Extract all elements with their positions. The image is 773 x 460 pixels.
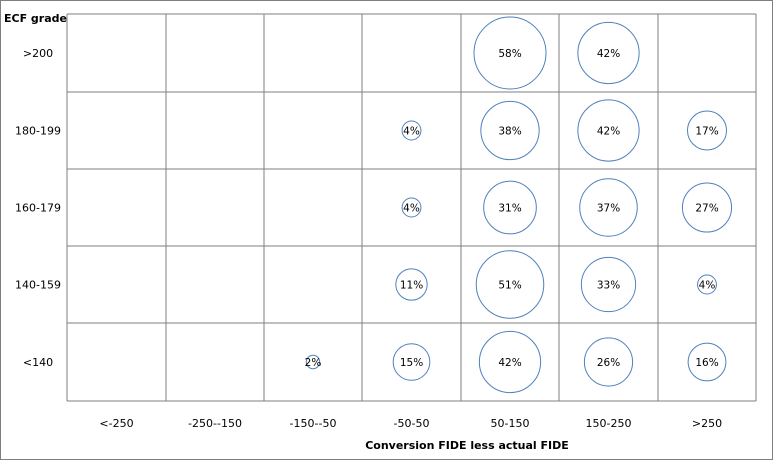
column-label: -150--50: [290, 417, 337, 430]
grid-lines: [66, 13, 757, 402]
bubble: [401, 197, 422, 218]
bubble: [395, 268, 428, 301]
bubble-value-label: 15%: [400, 357, 423, 369]
bubble: [583, 337, 634, 387]
row-label: 180-199: [15, 125, 61, 138]
row-label: 140-159: [15, 279, 61, 292]
row-label: <140: [23, 356, 53, 369]
row-label: >200: [23, 47, 53, 60]
bubble: [480, 100, 540, 161]
row-label: 160-179: [15, 202, 61, 215]
bubble-value-label: 51%: [498, 280, 521, 292]
bubble: [392, 343, 431, 381]
bubble: [681, 182, 733, 233]
bubble-value-label: 26%: [597, 357, 620, 369]
bubble: [483, 180, 537, 235]
column-label: 50-150: [491, 417, 530, 430]
bubble: [401, 120, 422, 141]
bubble-value-label: 17%: [695, 126, 718, 138]
bubble-value-label: 4%: [699, 280, 716, 292]
bubble: [478, 330, 542, 394]
bubble-value-label: 31%: [498, 203, 521, 215]
bubble-value-label: 37%: [597, 203, 620, 215]
column-labels: <-250 -250--150 -150--50 -50-50 50-150 150-25…: [99, 417, 722, 430]
bubble: [687, 342, 727, 382]
bubble: [475, 250, 545, 319]
bubble-value-label: 38%: [498, 126, 521, 138]
bubble: [579, 178, 638, 237]
bubble-value-label: 11%: [400, 280, 423, 292]
bubble-value-label: 4%: [403, 203, 420, 215]
bubble-value-label: 42%: [498, 357, 521, 369]
bubble: [577, 99, 640, 162]
column-label: -250--150: [188, 417, 242, 430]
bubbles: 58% 42% 4% 38% 42% 17% 4% 31% 37% 27% 11% 51% 33% 4% 2…: [305, 16, 733, 394]
bubble-value-label: 42%: [597, 48, 620, 60]
bubble: [305, 354, 321, 370]
bubble: [697, 274, 717, 295]
column-label: <-250: [99, 417, 133, 430]
column-label: -50-50: [394, 417, 430, 430]
bubble-value-label: 27%: [695, 203, 718, 215]
column-label: 150-250: [586, 417, 632, 430]
row-labels: >200 180-199 160-179 140-159 <140: [15, 47, 61, 369]
bubble-value-label: 2%: [305, 357, 322, 369]
bubble: [473, 16, 547, 90]
y-axis-title: ECF grade: [4, 12, 67, 25]
x-axis-title: Conversion FIDE less actual FIDE: [365, 439, 569, 452]
bubble-value-label: 16%: [695, 357, 718, 369]
bubble-value-label: 42%: [597, 126, 620, 138]
bubble: [687, 110, 727, 151]
bubble-value-label: 33%: [597, 280, 620, 292]
bubble-value-label: 58%: [498, 48, 521, 60]
column-label: >250: [692, 417, 722, 430]
bubble: [580, 256, 637, 313]
bubble-value-label: 4%: [403, 126, 420, 138]
bubble: [577, 21, 640, 85]
